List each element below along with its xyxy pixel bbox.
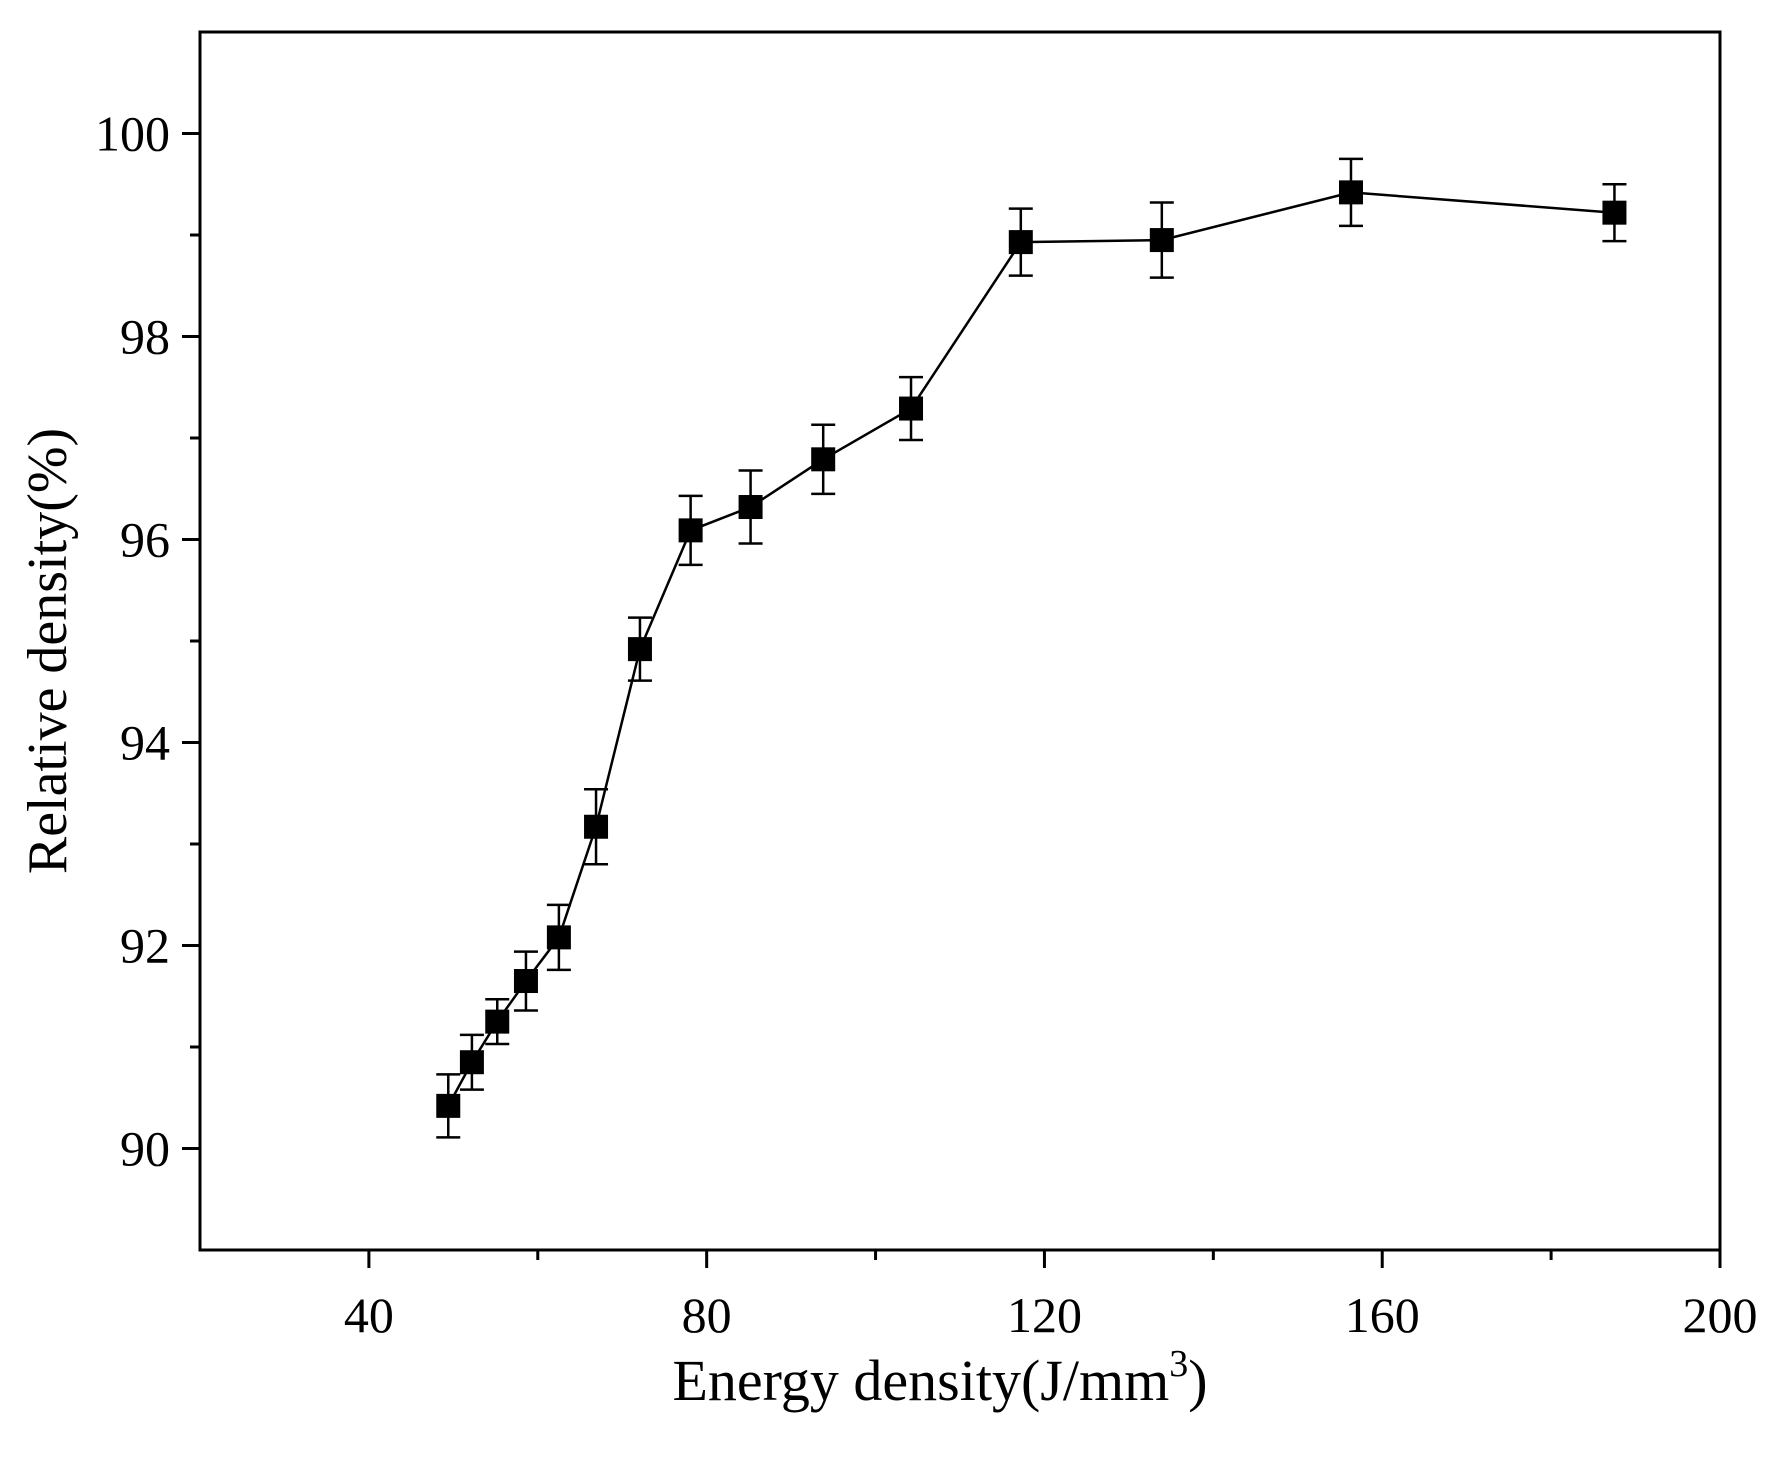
data-point: [811, 447, 836, 472]
x-axis-label-main: Energy density(J/mm: [672, 1348, 1169, 1413]
y-tick-label: 100: [95, 106, 170, 162]
y-tick-label: 92: [120, 918, 170, 974]
data-point: [459, 1050, 484, 1075]
data-point: [1338, 180, 1363, 205]
data-point: [584, 814, 609, 839]
x-tick-label: 160: [1345, 1287, 1420, 1343]
axis-ticks: 40 80 120 160 200 90 92 94 96 98 100: [95, 106, 1758, 1344]
y-tick-label: 98: [120, 309, 170, 365]
x-tick-label: 200: [1683, 1287, 1758, 1343]
series-line: [447, 191, 1615, 1107]
y-tick-label: 94: [120, 715, 170, 771]
data-point: [436, 1093, 461, 1118]
plot-frame: [198, 30, 1722, 1252]
x-axis-label: Energy density(J/mm3): [672, 1343, 1207, 1413]
data-point: [678, 518, 703, 543]
plot-area: [436, 157, 1627, 1139]
data-point: [899, 396, 924, 421]
x-axis-label-suffix: ): [1188, 1348, 1207, 1413]
y-axis-label: Relative density(%): [17, 428, 79, 874]
data-point: [513, 969, 538, 994]
x-axis-label-superscript: 3: [1169, 1343, 1188, 1385]
data-point: [546, 925, 571, 950]
data-point: [1602, 200, 1627, 225]
data-point: [738, 495, 763, 520]
y-tick-label: 90: [120, 1121, 170, 1177]
data-point: [1149, 228, 1174, 253]
x-tick-label: 80: [682, 1287, 732, 1343]
x-tick-label: 40: [344, 1287, 394, 1343]
y-tick-label: 96: [120, 512, 170, 568]
x-tick-label: 120: [1007, 1287, 1082, 1343]
data-point: [627, 637, 652, 662]
data-point: [485, 1009, 510, 1034]
data-point: [1008, 230, 1033, 255]
